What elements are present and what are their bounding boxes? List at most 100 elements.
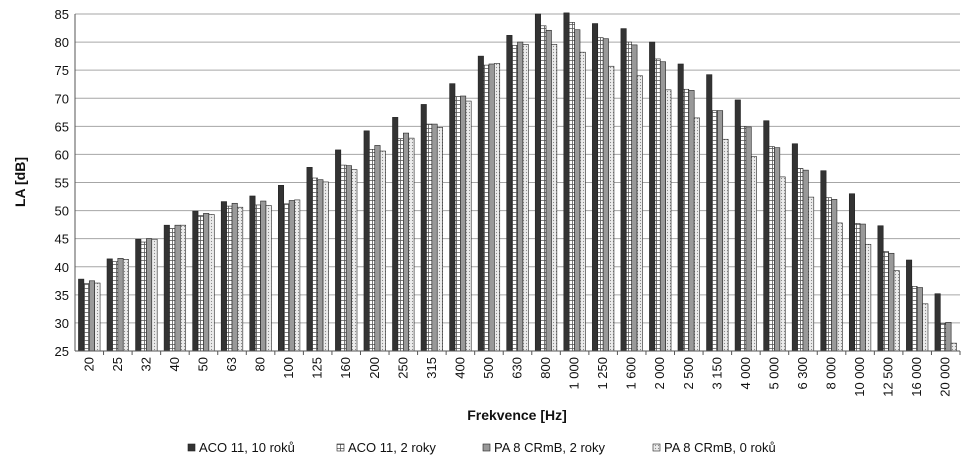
bar-series-3: [659, 61, 666, 352]
bar-series-3: [574, 29, 581, 352]
bar-series-3: [146, 238, 153, 352]
bar-series-1: [877, 225, 884, 352]
bar-series-2: [768, 146, 775, 352]
bar-series-1: [278, 185, 285, 352]
bar-series-1: [706, 74, 713, 352]
bar-series-1: [106, 258, 113, 352]
legend-label-2: ACO 11, 2 roky: [348, 440, 436, 455]
bar-series-2: [825, 197, 832, 352]
bar-series-2: [597, 37, 604, 352]
bar-series-1: [620, 28, 627, 352]
x-tick-label: 32: [138, 357, 153, 371]
bar-series-3: [288, 200, 295, 352]
bar-series-3: [945, 322, 952, 352]
bar-series-1: [78, 278, 85, 352]
bar-series-3: [88, 280, 95, 352]
legend-swatch-1: [187, 443, 196, 452]
bar-series-3: [260, 200, 267, 352]
bar-series-2: [369, 149, 376, 352]
x-tick-label: 6 300: [795, 357, 810, 390]
x-tick-label: 4 000: [738, 357, 753, 390]
x-tick-label: 1 600: [624, 357, 639, 390]
bar-series-4: [408, 137, 415, 352]
bar-series-4: [436, 127, 443, 352]
y-axis-title: LA [dB]: [12, 157, 28, 207]
y-tick-label: 75: [55, 63, 69, 78]
bar-series-4: [151, 238, 158, 352]
x-tick-label: 8 000: [824, 357, 839, 390]
x-tick-label: 1 250: [595, 357, 610, 390]
bar-series-1: [449, 83, 456, 352]
bars: [78, 12, 957, 352]
bar-series-2: [226, 205, 233, 352]
bar-series-2: [112, 261, 119, 352]
bar-series-3: [688, 90, 695, 352]
y-tick-label: 40: [55, 260, 69, 275]
bar-series-4: [665, 89, 672, 352]
bar-series-2: [654, 58, 661, 352]
x-tick-label: 12 500: [881, 357, 896, 397]
bar-series-1: [649, 41, 656, 352]
bar-series-4: [379, 150, 386, 352]
bar-series-3: [517, 41, 524, 352]
x-tick-label: 80: [253, 357, 268, 371]
x-tick-label: 40: [167, 357, 182, 371]
x-tick-label: 25: [110, 357, 125, 371]
bar-series-3: [174, 224, 181, 352]
y-tick-label: 45: [55, 232, 69, 247]
bar-series-4: [836, 222, 843, 352]
bar-series-3: [431, 123, 438, 352]
x-tick-label: 125: [310, 357, 325, 379]
x-tick-label: 400: [452, 357, 467, 379]
y-tick-label: 80: [55, 35, 69, 50]
bar-series-2: [197, 215, 204, 352]
bar-series-1: [249, 195, 256, 352]
bar-series-4: [294, 199, 301, 352]
bar-series-2: [625, 41, 632, 352]
bar-series-1: [392, 117, 399, 352]
bar-series-1: [363, 130, 370, 352]
bar-series-2: [340, 164, 347, 352]
x-tick-label: 630: [510, 357, 525, 379]
bar-series-4: [950, 342, 957, 352]
bar-series-2: [283, 203, 290, 352]
bar-series-1: [563, 12, 570, 352]
bar-series-4: [922, 303, 929, 352]
bar-series-4: [722, 138, 729, 352]
bar-series-2: [454, 96, 461, 352]
bar-series-4: [808, 196, 815, 352]
bar-series-2: [568, 22, 575, 352]
bar-series-2: [882, 251, 889, 352]
y-tick-label: 50: [55, 204, 69, 219]
bar-series-1: [163, 224, 170, 352]
bar-series-4: [494, 63, 501, 352]
bar-series-3: [345, 165, 352, 352]
bar-series-1: [220, 201, 227, 352]
legend: ACO 11, 10 roků ACO 11, 2 roky PA 8 CRmB, …: [187, 440, 776, 455]
x-tick-label: 16 000: [909, 357, 924, 397]
bar-series-1: [820, 170, 827, 352]
bar-series-4: [893, 270, 900, 352]
bar-series-4: [94, 282, 101, 352]
bar-series-4: [322, 181, 329, 352]
bar-series-4: [465, 100, 472, 352]
bar-series-2: [854, 223, 861, 352]
bar-series-3: [745, 126, 752, 352]
legend-label-4: PA 8 CRmB, 0 roků: [664, 440, 776, 455]
bar-series-4: [693, 117, 700, 352]
bar-series-3: [916, 287, 923, 352]
bar-series-4: [208, 214, 215, 352]
x-tick-label: 2 500: [681, 357, 696, 390]
bar-series-2: [940, 323, 947, 352]
bar-series-1: [135, 238, 142, 352]
bar-series-2: [426, 123, 433, 352]
x-tick-label: 250: [395, 357, 410, 379]
y-tick-label: 70: [55, 91, 69, 106]
bar-series-1: [592, 23, 599, 352]
bar-series-4: [779, 176, 786, 352]
bar-series-2: [140, 241, 147, 352]
bar-series-2: [711, 110, 718, 352]
axes: 25 30 35 40 45 50 55 60 65 70 75 80 85 20 25 32 40 50 63 80…: [55, 7, 961, 397]
bar-series-3: [631, 44, 638, 352]
